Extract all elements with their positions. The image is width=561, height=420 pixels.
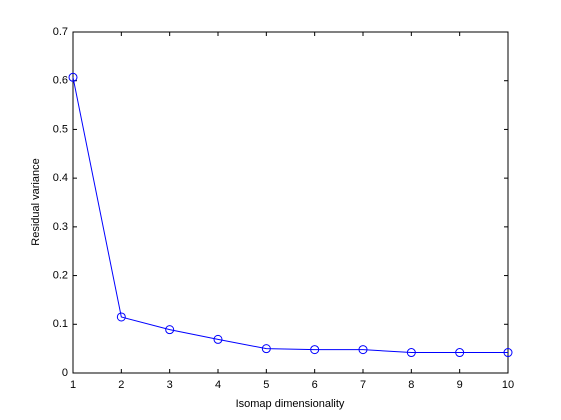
y-tick-label: 0.2 xyxy=(53,269,68,281)
y-tick-label: 0.6 xyxy=(53,75,68,87)
data-point xyxy=(406,348,416,358)
data-point xyxy=(455,348,465,358)
y-tick-label: 0.7 xyxy=(53,26,68,38)
data-point xyxy=(310,345,320,355)
x-tick-label: 1 xyxy=(70,379,76,391)
x-tick-label: 7 xyxy=(360,379,366,391)
x-tick-label: 2 xyxy=(118,379,124,391)
y-tick-label: 0.3 xyxy=(53,221,68,233)
y-tick-label: 0.1 xyxy=(53,318,68,330)
y-tick-label: 0.4 xyxy=(53,172,68,184)
data-point xyxy=(213,334,223,344)
x-tick-label: 10 xyxy=(502,379,514,391)
series-line xyxy=(72,77,508,354)
data-point xyxy=(68,72,78,82)
axes-box xyxy=(72,31,509,374)
y-tick-label: 0.5 xyxy=(53,123,68,135)
x-tick-label: 9 xyxy=(457,379,463,391)
data-point xyxy=(165,325,175,335)
x-tick-label: 3 xyxy=(167,379,173,391)
x-tick-label: 4 xyxy=(215,379,221,391)
data-point xyxy=(503,348,513,358)
data-point xyxy=(261,344,271,354)
data-point xyxy=(116,312,126,322)
y-tick-label: 0 xyxy=(62,367,68,379)
x-tick-label: 6 xyxy=(312,379,318,391)
data-point xyxy=(358,345,368,355)
x-tick-label: 5 xyxy=(263,379,269,391)
y-axis-label: Residual variance xyxy=(30,158,42,245)
x-tick-label: 8 xyxy=(408,379,414,391)
x-axis-label: Isomap dimensionality xyxy=(236,398,345,410)
